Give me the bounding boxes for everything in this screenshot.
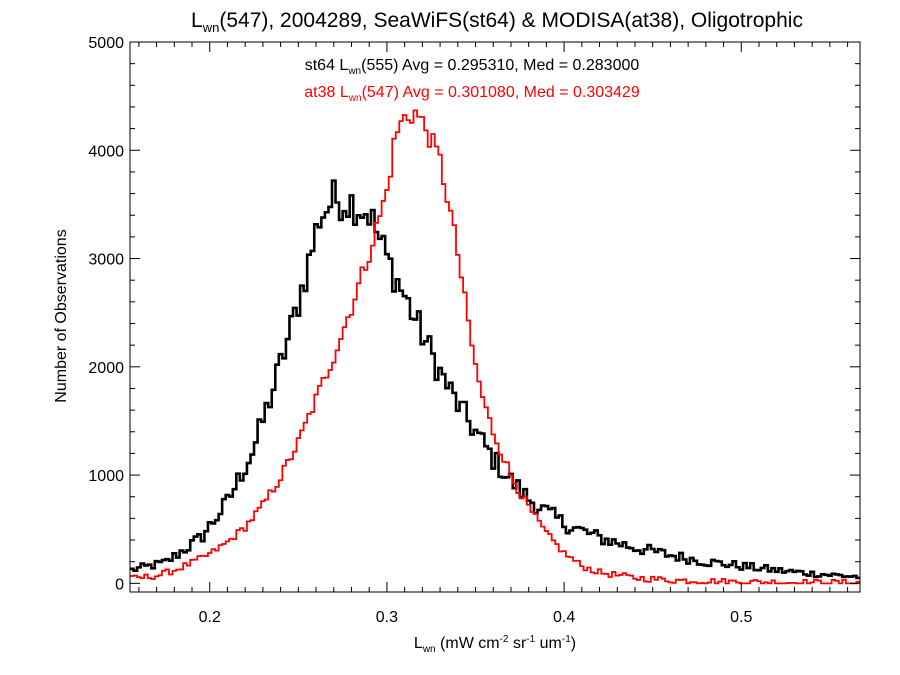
x-tick-label: 0.5 <box>730 609 752 626</box>
x-axis-label-subscript: wn <box>422 644 436 655</box>
x-axis-label-units-1: (mW cm <box>436 635 500 652</box>
annotation-st64-subscript: wn <box>347 66 361 77</box>
y-tick-label: 3000 <box>88 252 124 269</box>
x-axis-label-exponent-3: -1 <box>562 634 571 645</box>
x-axis-label-units-3: um <box>535 635 562 652</box>
annotation-st64-stats: (555) Avg = 0.295310, Med = 0.283000 <box>361 57 639 74</box>
x-axis-label: Lwn (mW cm-2 sr-1 um-1) <box>414 634 576 655</box>
y-tick-label: 4000 <box>88 143 124 160</box>
series-layer <box>130 109 860 585</box>
x-tick-label: 0.2 <box>199 609 221 626</box>
chart-title: Lwn(547), 2004289, SeaWiFS(st64) & MODIS… <box>191 9 803 35</box>
annotation-at38: at38 Lwn(547) Avg = 0.301080, Med = 0.30… <box>304 84 640 104</box>
y-tick-label: 0 <box>115 576 124 593</box>
title-text: (547), 2004289, SeaWiFS(st64) & MODISA(a… <box>219 9 803 32</box>
annotation-at38-prefix: at38 L <box>304 84 349 101</box>
x-axis-label-units-2: sr <box>509 635 527 652</box>
title-subscript: wn <box>202 20 220 35</box>
x-tick-label: 0.4 <box>553 609 575 626</box>
x-tick-label: 0.3 <box>376 609 398 626</box>
x-axis-label-symbol: L <box>414 635 423 652</box>
annotation-at38-stats: (547) Avg = 0.301080, Med = 0.303429 <box>362 84 640 101</box>
y-tick-label: 1000 <box>88 468 124 485</box>
plot-frame <box>129 41 861 593</box>
annotation-at38-subscript: wn <box>348 93 362 104</box>
y-tick-label: 2000 <box>88 360 124 377</box>
series-at38-histogram <box>130 109 860 585</box>
series-st64-histogram <box>130 179 860 580</box>
axis-ticks: 0 1000 2000 3000 4000 5000 0.2 0.3 0.4 0.5 <box>88 35 860 626</box>
y-axis-label: Number of Observations <box>53 229 70 402</box>
y-tick-label: 5000 <box>88 35 124 52</box>
x-axis-label-units-4: ) <box>571 635 576 652</box>
title-symbol: L <box>191 9 203 32</box>
x-axis-label-exponent-2: -1 <box>526 634 535 645</box>
x-axis-label-exponent-1: -2 <box>500 634 509 645</box>
annotation-st64-prefix: st64 L <box>305 57 349 74</box>
annotation-st64: st64 Lwn(555) Avg = 0.295310, Med = 0.28… <box>305 57 640 77</box>
